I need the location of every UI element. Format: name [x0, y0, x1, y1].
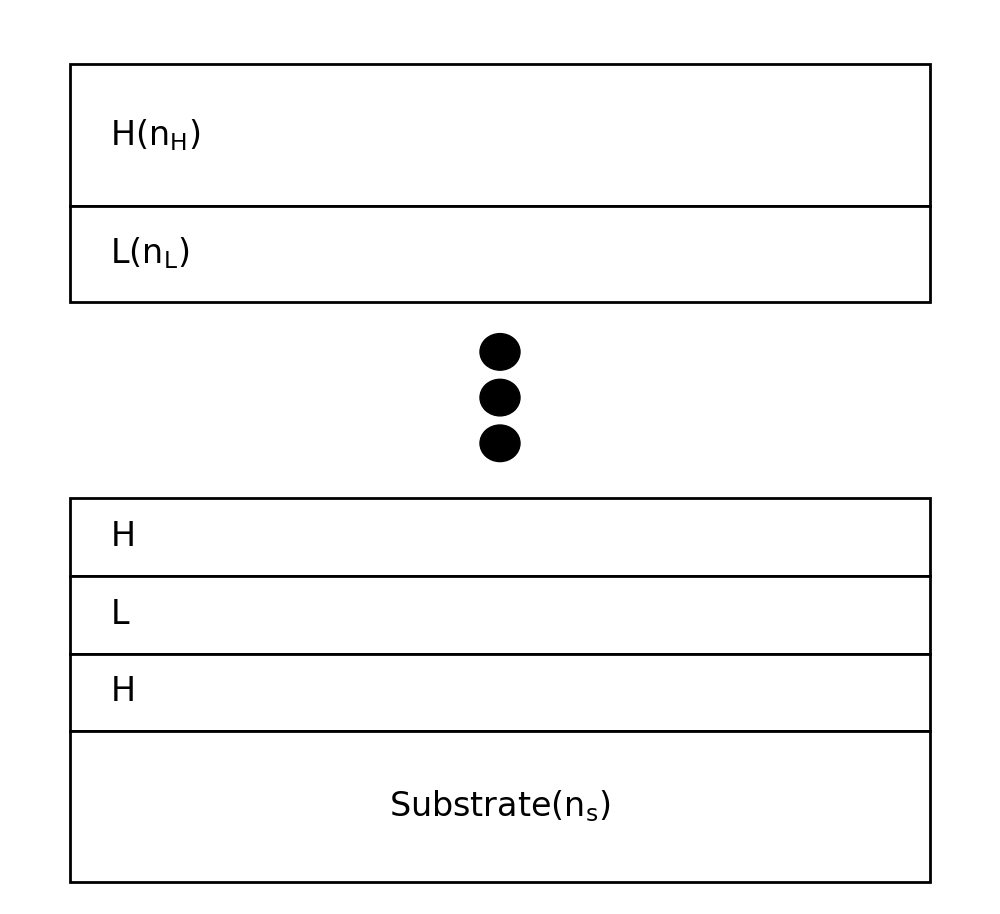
Bar — [70, 206, 930, 302]
Bar — [70, 654, 930, 731]
Circle shape — [480, 334, 520, 370]
Bar — [70, 64, 930, 206]
Text: $\mathrm{L}$: $\mathrm{L}$ — [110, 599, 130, 631]
Circle shape — [480, 379, 520, 416]
Circle shape — [480, 425, 520, 462]
Text: $\mathrm{L(n_L)}$: $\mathrm{L(n_L)}$ — [110, 236, 189, 271]
Text: $\mathrm{H}$: $\mathrm{H}$ — [110, 521, 134, 553]
Text: $\mathrm{Substrate(n_s)}$: $\mathrm{Substrate(n_s)}$ — [389, 789, 611, 824]
Bar — [70, 498, 930, 576]
Bar — [70, 731, 930, 882]
Bar — [70, 576, 930, 654]
Text: $\mathrm{H}$: $\mathrm{H}$ — [110, 676, 134, 708]
Text: $\mathrm{H(n_H)}$: $\mathrm{H(n_H)}$ — [110, 117, 200, 153]
